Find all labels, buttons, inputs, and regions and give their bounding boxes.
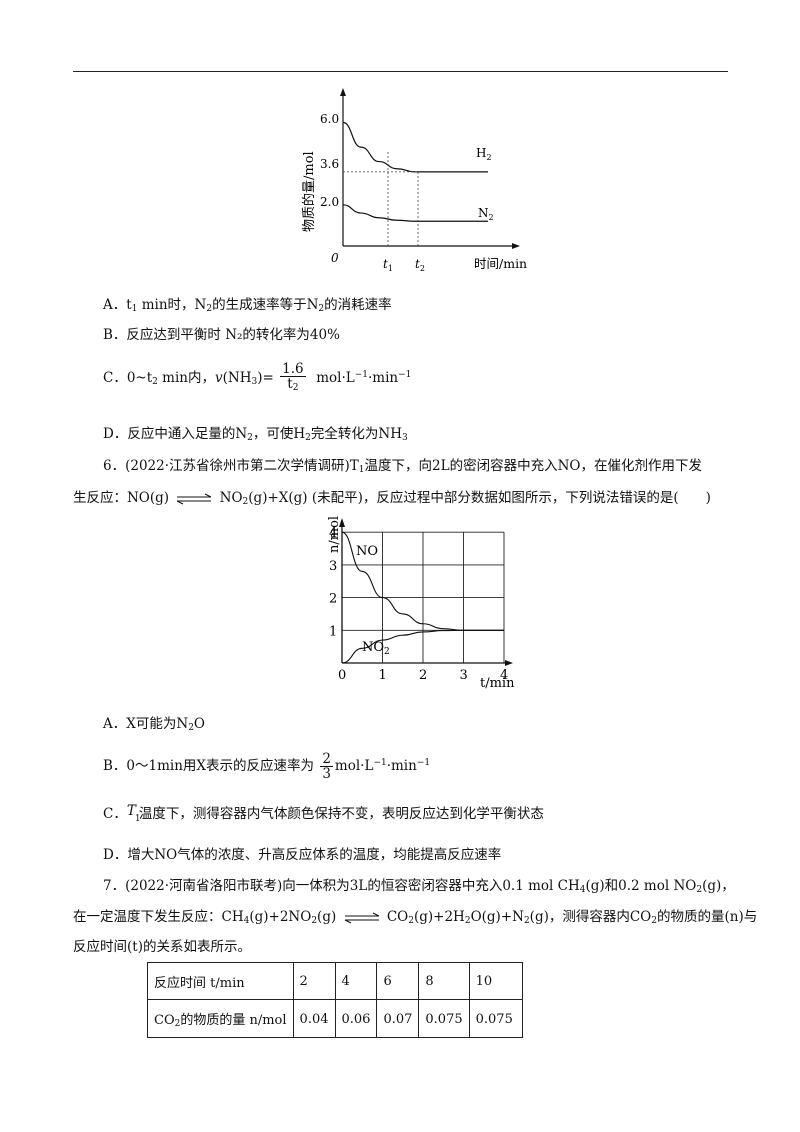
fig1-ytick-2: 2.0 (320, 195, 339, 209)
table-row: 反应时间 t/min 2 4 6 8 10 (147, 962, 524, 1000)
q5c-fraction: 1.6 t2 (280, 361, 306, 393)
fig1-axes (340, 88, 520, 249)
fig2-xtick: 0 (338, 668, 346, 683)
fig2-series-NO2 (341, 629, 504, 664)
fig1-ytick-6: 6.0 (320, 112, 339, 126)
reversible-arrow-icon (177, 493, 212, 504)
q5-option-a: A．t1 min时，N2的生成速率等于N2的消耗速率 (103, 297, 392, 314)
fig1-origin: 0 (331, 251, 339, 265)
figure-1-chart: 6.0 3.6 2.0 0 物质的量/mol 时间/min t1 t2 H2 N… (301, 88, 527, 273)
q7-stem-line3: 反应时间(t)的关系如表所示。 (73, 939, 251, 955)
fig2-xtick: 2 (419, 668, 427, 683)
q6-stem-line2: 生反应：NO(g) NO2(g)+X(g) (未配平)，反应过程中部分数据如图所… (73, 490, 711, 507)
fig2-ytick: 3 (329, 559, 337, 574)
fig2-ylabel: n/mol (327, 516, 342, 553)
table-cell: 8 (418, 962, 470, 1000)
fig1-n2-label: N2 (478, 206, 494, 222)
fig2-axes (339, 518, 513, 666)
fig1-series-N2 (342, 204, 487, 222)
fig2-no2-label: NO2 (362, 640, 390, 657)
q6-stem-line1: 6．(2022·江苏省徐州市第二次学情调研)T1温度下，向2L的密闭容器中充入N… (103, 458, 702, 475)
fig2-xtick: 3 (460, 668, 468, 683)
fig2-xlabel: t/min (480, 676, 515, 691)
fig2-ytick: 1 (329, 624, 337, 639)
page-top-rule (73, 71, 728, 72)
fig2-lines (341, 531, 504, 664)
table-cell: 0.06 (334, 999, 378, 1038)
fig1-series-H2 (342, 121, 487, 173)
fig2-ytick: 2 (329, 592, 337, 607)
fig2-no-label: NO (356, 544, 378, 559)
q5-option-d: D．反应中通入足量的N2，可使H2完全转化为NH3 (103, 426, 408, 443)
fig2-ytick: 4 (329, 526, 337, 541)
q5-option-c: C．0~t2 min内，v(NH3)= 1.6 t2 mol·L−1·min−1 (103, 361, 412, 393)
q7-stem-line2: 在一定温度下发生反应：CH4(g)+2NO2(g) CO2(g)+2H2O(g)… (73, 909, 758, 926)
table-row: CO2的物质的量 n/mol 0.04 0.06 0.07 0.075 0.07… (147, 999, 524, 1038)
q6-option-c: C． T 1 温度下，测得容器内气体颜色保持不变，表明反应达到化学平衡状态 (103, 803, 544, 824)
fig1-t2-label: t2 (415, 257, 425, 273)
table-cell: 反应时间 t/min (147, 962, 294, 1000)
q7-stem-line1: 7．(2022·河南省洛阳市联考)向一体积为3L的恒容密闭容器中充入0.1 mo… (103, 878, 735, 895)
q6-option-d: D．增大NO气体的浓度、升高反应体系的温度，均能提高反应速率 (103, 847, 502, 863)
table-cell: 0.04 (292, 999, 336, 1038)
table-cell: 4 (334, 962, 378, 1000)
q6-option-a: A．X可能为N2O (103, 716, 205, 733)
q5-option-b: B．反应达到平衡时 N₂的转化率为40% (103, 327, 340, 343)
table-cell: 0.075 (468, 999, 524, 1038)
table-cell: 6 (376, 962, 420, 1000)
fig1-xlabel: 时间/min (474, 256, 527, 271)
table-cell: 2 (292, 962, 336, 1000)
table-cell: 0.075 (418, 999, 470, 1038)
reversible-arrow-icon (344, 912, 379, 923)
fig2-ticks: 0 1 2 3 4 1 2 3 4 (329, 526, 508, 683)
fig1-ylabel: 物质的量/mol (301, 151, 317, 232)
table-cell: CO2的物质的量 n/mol (147, 999, 294, 1038)
fig1-t1-label: t1 (383, 257, 393, 273)
table-cell: 0.07 (376, 999, 420, 1038)
figure-2-chart: 0 1 2 3 4 1 2 3 4 n/mol t/min NO NO2 (327, 516, 515, 691)
fig1-h2-label: H2 (476, 146, 492, 162)
fig2-xtick: 4 (500, 668, 508, 683)
q6-option-b: B．0～1min用X表示的反应速率为 2 3 mol·L−1·min−1 (103, 751, 431, 782)
q7-data-table: 反应时间 t/min 2 4 6 8 10 CO2的物质的量 n/mol 0.0… (147, 962, 524, 1038)
fig1-lines (342, 121, 488, 246)
table-cell: 10 (468, 962, 524, 1000)
fig2-xtick: 1 (379, 668, 387, 683)
fig1-ytick-3.6: 3.6 (320, 157, 339, 171)
